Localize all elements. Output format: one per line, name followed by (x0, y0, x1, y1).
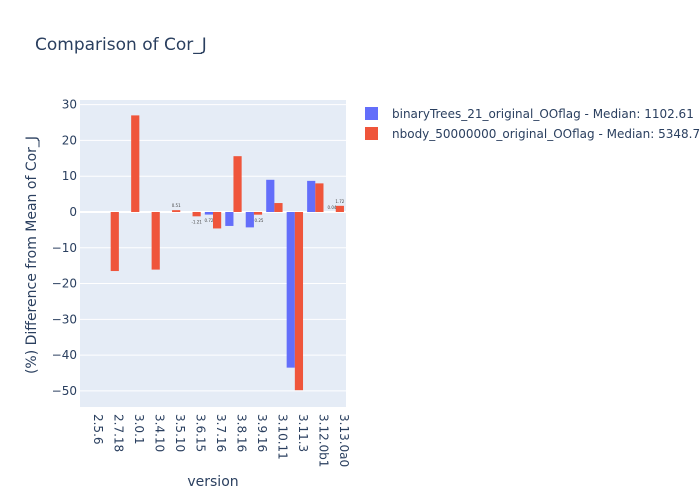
x-tick-label: 3.13.0a0 (337, 414, 351, 467)
data-label: 0.51 (172, 203, 181, 208)
y-tick-label: 0 (69, 205, 77, 219)
bar[interactable] (233, 156, 242, 212)
legend[interactable]: binaryTrees_21_original_OOflag - Median:… (365, 107, 700, 141)
bar[interactable] (315, 183, 324, 212)
bar[interactable] (131, 115, 140, 212)
data-label: 0.25 (255, 218, 264, 223)
y-tick-label: 20 (62, 133, 77, 147)
bar[interactable] (286, 211, 295, 368)
plot-background (80, 100, 346, 407)
data-label-layer: 0.51 -1.21 1.72 0.72 0.25 0.04 (172, 199, 345, 224)
y-tick-label: −40 (52, 348, 77, 362)
y-axis-title: (%) Difference from Mean of Cor_J (24, 136, 40, 374)
y-tick-label: 30 (62, 98, 77, 112)
bar[interactable] (253, 211, 263, 215)
y-tick-label: −50 (52, 384, 77, 398)
y-tick-label: −10 (52, 241, 77, 255)
x-tick-label: 2.7.18 (112, 414, 126, 452)
x-tick-label: 2.5.6 (91, 414, 105, 445)
x-tick-label: 3.11.3 (296, 414, 310, 452)
data-label: 0.72 (205, 218, 214, 223)
bar[interactable] (245, 211, 254, 228)
bar[interactable] (213, 211, 222, 229)
bar-layer (110, 115, 344, 391)
y-tick-label: 10 (62, 169, 77, 183)
bar[interactable] (294, 211, 304, 391)
x-tick-label: 3.8.16 (234, 414, 248, 452)
x-tick-label: 3.6.15 (194, 414, 208, 452)
x-tick-label: 3.5.10 (173, 414, 187, 452)
bar[interactable] (274, 203, 283, 212)
chart-title: Comparison of Cor_J (35, 35, 207, 55)
x-tick-label: 3.0.1 (132, 414, 146, 445)
bar[interactable] (172, 210, 181, 212)
axis-layer: −50 −40 −30 −20 −10 0 10 20 30 2.5.6 2.7.18 3.0.1 3.… (52, 98, 351, 468)
x-tick-label: 3.12.0b1 (316, 414, 330, 467)
bar[interactable] (110, 211, 119, 272)
bar[interactable] (151, 211, 160, 270)
data-label: 1.72 (335, 199, 344, 204)
bar[interactable] (335, 205, 344, 212)
bar[interactable] (204, 211, 213, 215)
bar[interactable] (225, 211, 234, 226)
data-label: 0.04 (328, 205, 337, 210)
y-tick-label: −20 (52, 277, 77, 291)
x-tick-label: 3.10.11 (275, 414, 289, 460)
x-axis-title: version (187, 474, 238, 490)
legend-swatch-binarytrees (365, 107, 378, 120)
y-tick-label: −30 (52, 312, 77, 326)
data-label: -1.21 (191, 219, 202, 224)
bar[interactable] (307, 180, 316, 212)
x-tick-label: 3.9.16 (255, 414, 269, 452)
x-tick-label: 3.4.10 (153, 414, 167, 452)
legend-swatch-nbody (365, 127, 378, 140)
legend-label-binarytrees: binaryTrees_21_original_OOflag - Median:… (392, 107, 694, 121)
x-tick-label: 3.7.16 (214, 414, 228, 452)
legend-label-nbody: nbody_50000000_original_OOflag - Median:… (392, 127, 700, 141)
bar[interactable] (192, 211, 201, 217)
bar[interactable] (266, 179, 275, 212)
